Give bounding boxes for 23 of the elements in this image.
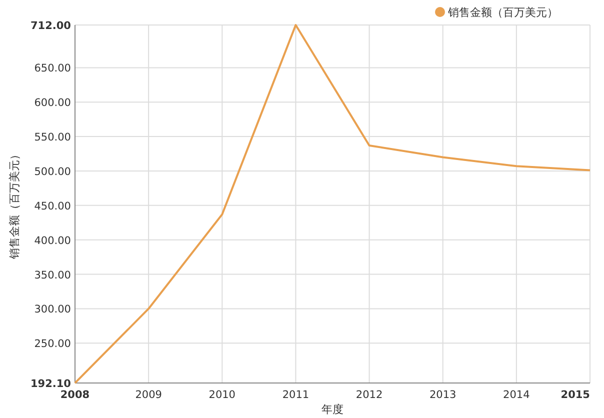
x-tick-label: 2012	[356, 389, 383, 401]
x-tick-label: 2014	[503, 389, 530, 401]
legend-label: 销售金额（百万美元）	[447, 6, 558, 19]
y-tick-label: 300.00	[34, 304, 71, 316]
y-tick-label: 250.00	[34, 338, 71, 350]
x-tick-label: 2013	[429, 389, 456, 401]
y-tick-label: 500.00	[34, 166, 71, 178]
y-tick-label: 600.00	[34, 97, 71, 110]
y-tick-label: 712.00	[30, 20, 71, 32]
x-tick-label: 2009	[135, 389, 162, 401]
y-tick-label: 450.00	[34, 200, 71, 212]
x-tick-label: 2008	[60, 389, 90, 401]
y-axis-title: 销售金额（百万美元）	[8, 149, 21, 260]
x-axis-title: 年度	[322, 403, 344, 416]
y-tick-label: 350.00	[34, 269, 71, 282]
x-tick-label: 2011	[282, 389, 310, 401]
line-series	[74, 24, 591, 384]
y-tick-label: 650.00	[34, 62, 71, 75]
y-tick-label: 192.10	[30, 378, 71, 390]
x-tick-label: 2015	[560, 389, 590, 401]
y-tick-label: 550.00	[34, 132, 71, 144]
x-tick-label: 2010	[208, 389, 236, 401]
y-tick-label: 400.00	[34, 234, 71, 247]
